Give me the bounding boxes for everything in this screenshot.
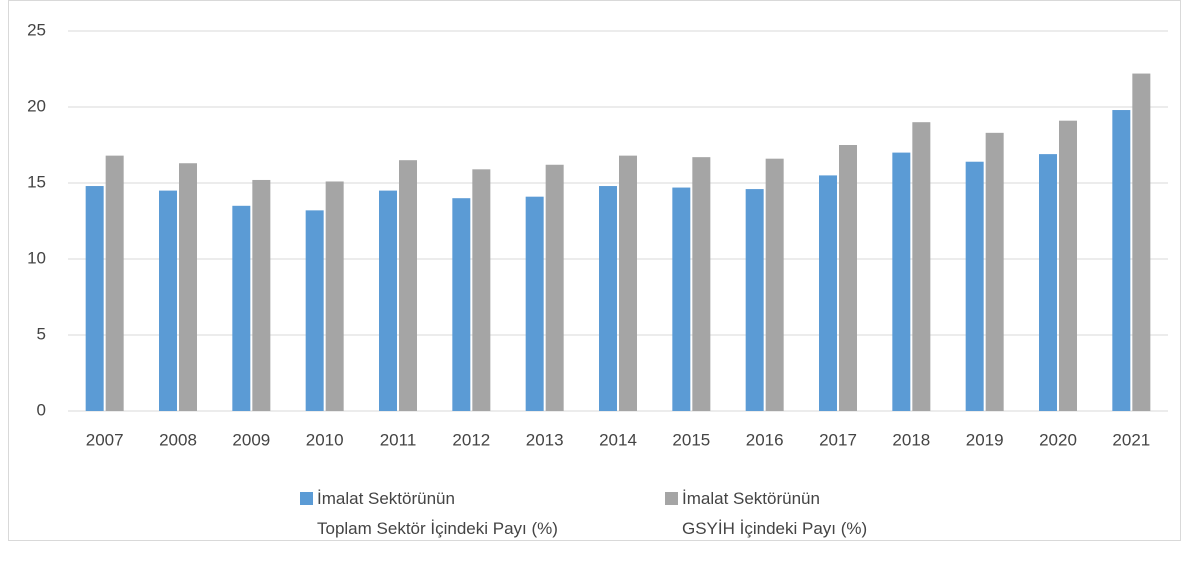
- bar: [159, 190, 177, 411]
- x-tick-label: 2020: [1039, 430, 1077, 449]
- chart-border: [8, 0, 1181, 541]
- bar: [232, 205, 251, 411]
- bar: [105, 155, 124, 411]
- x-tick-label: 2017: [819, 430, 857, 449]
- y-tick-label: 25: [27, 20, 46, 39]
- x-tick-label: 2018: [892, 430, 930, 449]
- bar: [892, 152, 911, 411]
- bar: [1112, 110, 1131, 411]
- legend-label: İmalat Sektörünün Toplam Sektör İçindeki…: [317, 489, 558, 538]
- x-tick-label: 2013: [526, 430, 564, 449]
- y-tick-label: 10: [27, 248, 46, 267]
- bar: [305, 210, 324, 411]
- bar: [379, 190, 397, 411]
- bar: [1059, 120, 1077, 412]
- x-tick-label: 2016: [746, 430, 784, 449]
- bar: [672, 187, 691, 411]
- x-tick-label: 2011: [380, 430, 417, 449]
- bar: [325, 181, 344, 411]
- bar: [839, 145, 857, 411]
- bar: [985, 132, 1004, 411]
- x-tick-label: 2007: [86, 430, 124, 449]
- bar: [965, 161, 984, 411]
- x-tick-label: 2021: [1112, 430, 1150, 449]
- y-tick-label: 20: [27, 96, 46, 115]
- bar: [1132, 73, 1151, 411]
- bar: [912, 122, 931, 411]
- x-tick-label: 2014: [599, 430, 637, 449]
- x-tick-label: 2015: [672, 430, 710, 449]
- bar: [1039, 154, 1057, 411]
- legend-label: İmalat Sektörünün GSYİH İçindeki Payı (%…: [682, 489, 868, 538]
- y-tick-label: 15: [27, 172, 46, 191]
- y-tick-label: 0: [37, 400, 46, 419]
- x-tick-label: 2012: [452, 430, 490, 449]
- bar: [472, 169, 491, 411]
- x-tick-label: 2009: [232, 430, 270, 449]
- legend-item: İmalat Sektörünün GSYİH İçindeki Payı (%…: [665, 484, 867, 544]
- bar: [85, 186, 104, 411]
- x-tick-label: 2010: [306, 430, 344, 449]
- legend-swatch: [665, 492, 678, 505]
- bar: [765, 158, 784, 411]
- x-tick-label: 2019: [966, 430, 1004, 449]
- bar: [179, 163, 197, 411]
- bar: [399, 160, 417, 411]
- legend-item: İmalat Sektörünün Toplam Sektör İçindeki…: [300, 484, 558, 544]
- bar: [745, 189, 764, 411]
- bar: [525, 196, 544, 411]
- bar: [819, 175, 837, 411]
- x-tick-label: 2008: [159, 430, 197, 449]
- bar: [692, 157, 711, 411]
- bar: [252, 179, 271, 411]
- bar: [452, 198, 471, 411]
- y-tick-label: 5: [37, 324, 46, 343]
- bar: [599, 186, 617, 411]
- bar: [545, 164, 564, 411]
- bar: [619, 155, 637, 411]
- legend-swatch: [300, 492, 313, 505]
